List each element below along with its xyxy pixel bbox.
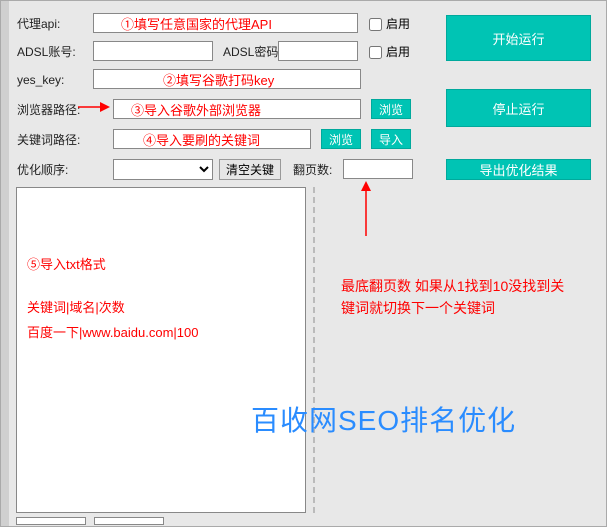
enable1-checkbox[interactable]: 启用 bbox=[365, 13, 410, 35]
browse2-button[interactable]: 浏览 bbox=[321, 129, 361, 149]
label-proxy-api: 代理api: bbox=[17, 13, 60, 35]
browse1-button[interactable]: 浏览 bbox=[371, 99, 411, 119]
bottom-box-1 bbox=[16, 517, 86, 525]
right-dashed-region bbox=[313, 187, 601, 513]
stop-button[interactable]: 停止运行 bbox=[446, 89, 591, 127]
label-opt-order: 优化顺序: bbox=[17, 159, 68, 181]
label-keyword-path: 关键词路径: bbox=[17, 129, 80, 151]
page-count-note: 最底翻页数 如果从1找到10没找到关 键词就切换下一个关键词 bbox=[341, 275, 564, 319]
label-page-count: 翻页数: bbox=[293, 159, 332, 181]
adsl-user-input[interactable] bbox=[93, 41, 213, 61]
page-count-input[interactable] bbox=[343, 159, 413, 179]
import-button[interactable]: 导入 bbox=[371, 129, 411, 149]
proxy-api-input[interactable] bbox=[93, 13, 358, 33]
annotation-5-l2: 关键词|域名|次数 bbox=[27, 297, 295, 316]
enable1-label: 启用 bbox=[386, 17, 410, 31]
watermark-text: 百收网SEO排名优化 bbox=[251, 399, 516, 439]
annotation-5-l3: 百度一下|www.baidu.com|100 bbox=[27, 322, 295, 341]
left-stub bbox=[1, 1, 9, 526]
label-adsl-user: ADSL账号: bbox=[17, 41, 76, 63]
label-yes-key: yes_key: bbox=[17, 69, 64, 91]
enable2-label: 启用 bbox=[386, 45, 410, 59]
label-browser-path: 浏览器路径: bbox=[17, 99, 80, 121]
export-button[interactable]: 导出优化结果 bbox=[446, 159, 591, 180]
note-line1: 最底翻页数 如果从1找到10没找到关 bbox=[341, 275, 564, 297]
opt-order-select[interactable] bbox=[113, 159, 213, 180]
note-line2: 键词就切换下一个关键词 bbox=[341, 297, 564, 319]
browser-path-input[interactable] bbox=[113, 99, 361, 119]
clear-button[interactable]: 清空关键 bbox=[219, 159, 281, 180]
adsl-pass-input[interactable] bbox=[278, 41, 358, 61]
bottom-box-2 bbox=[94, 517, 164, 525]
annotation-5-l1: ⑤导入txt格式 bbox=[27, 254, 295, 273]
keyword-path-input[interactable] bbox=[113, 129, 311, 149]
enable2-checkbox[interactable]: 启用 bbox=[365, 41, 410, 63]
start-button[interactable]: 开始运行 bbox=[446, 15, 591, 61]
label-adsl-pass: ADSL密码: bbox=[223, 41, 282, 63]
keywords-textarea[interactable]: ⑤导入txt格式 关键词|域名|次数 百度一下|www.baidu.com|10… bbox=[16, 187, 306, 513]
yes-key-input[interactable] bbox=[93, 69, 361, 89]
